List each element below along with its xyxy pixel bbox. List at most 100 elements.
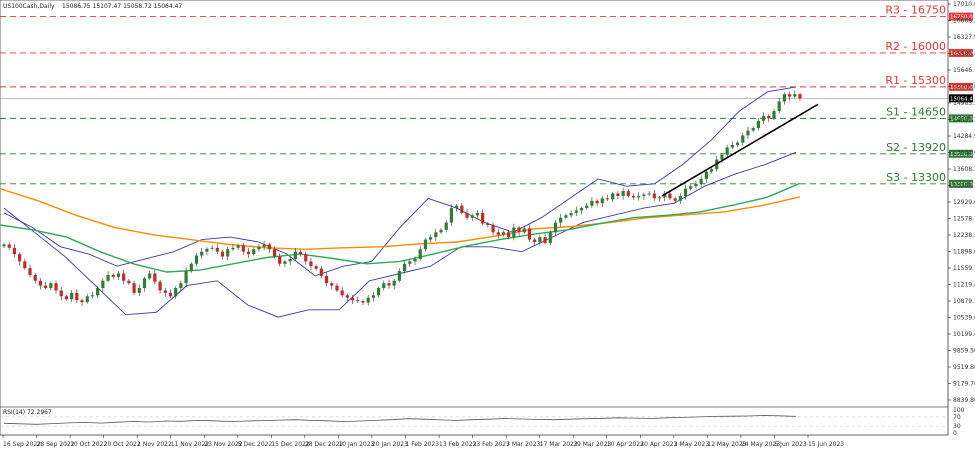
- candle-bullish: [751, 128, 755, 131]
- candle-bullish: [741, 135, 745, 143]
- candle-bearish: [38, 280, 43, 286]
- candles-layer: [2, 90, 819, 306]
- y-tick-label: 14625.20: [953, 117, 975, 124]
- rsi-tick-label: 100: [953, 407, 965, 414]
- level-label: S3 - 13300: [886, 171, 946, 184]
- candle-bearish: [168, 292, 173, 297]
- current-price-tag: [949, 94, 973, 103]
- candle-bearish: [246, 251, 251, 255]
- candle-bearish: [127, 280, 131, 284]
- candle-bullish: [704, 171, 708, 179]
- candle-bullish: [449, 208, 454, 223]
- candle-bullish: [730, 145, 734, 148]
- x-tick-label: 24 May 2023: [741, 441, 780, 448]
- candle-bullish: [116, 273, 121, 277]
- candle-bullish: [262, 244, 266, 247]
- candle-bullish: [434, 232, 438, 238]
- candle-bullish: [392, 280, 396, 286]
- candle-bearish: [215, 247, 219, 252]
- candle-bullish: [501, 232, 506, 235]
- candle-bullish: [548, 232, 552, 243]
- candle-bullish: [647, 193, 651, 195]
- candle-bullish: [772, 111, 776, 119]
- y-axis: 17010.00 16668.20 16327.90 15986.40 15646.10…: [948, 1, 975, 404]
- x-tick-label: 1 Nov 2022: [137, 441, 172, 448]
- candle-bullish: [184, 271, 188, 284]
- candle-bearish: [153, 273, 157, 282]
- candle-bullish: [366, 297, 370, 303]
- candle-bullish: [423, 239, 428, 250]
- candle-bearish: [356, 300, 360, 302]
- candle-bullish: [231, 247, 235, 250]
- candle-bullish: [179, 283, 183, 289]
- x-tick-label: 20 Oct 2022: [104, 441, 141, 448]
- level-label: R3 - 16750: [885, 4, 946, 17]
- x-tick-label: 1 Feb 2023: [406, 441, 440, 448]
- candle-bullish: [735, 142, 740, 146]
- candle-bearish: [28, 268, 32, 275]
- candle-bullish: [49, 283, 53, 289]
- candle-bearish: [111, 274, 115, 277]
- rsi-tick-label: 30: [953, 423, 961, 430]
- candle-bullish: [439, 229, 443, 233]
- candle-bearish: [158, 281, 162, 291]
- candle-bearish: [278, 256, 282, 264]
- candle-bullish: [429, 237, 433, 240]
- candle-bullish: [382, 283, 386, 289]
- candle-bullish: [2, 244, 6, 247]
- candle-bullish: [137, 288, 141, 293]
- candle-bullish: [455, 205, 459, 209]
- candle-bearish: [616, 193, 620, 196]
- y-tick-label: 16327.90: [953, 34, 975, 41]
- y-tick-label: 12238.30: [953, 232, 975, 239]
- level-price-tag-text: 13300.00: [950, 182, 975, 188]
- candle-bearish: [626, 191, 630, 196]
- x-tick-label: 23 Nov 2022: [204, 441, 243, 448]
- moving-average-slow: [0, 188, 801, 251]
- y-tick-label: 8839.80: [953, 397, 975, 404]
- candle-bearish: [486, 223, 490, 226]
- candle-bearish: [668, 193, 672, 199]
- y-tick-label: 9179.70: [953, 381, 975, 388]
- y-tick-label: 15646.10: [953, 67, 975, 74]
- candle-bearish: [460, 205, 464, 213]
- candle-bullish: [793, 94, 797, 97]
- candle-bullish: [522, 228, 526, 233]
- candle-bullish: [90, 295, 95, 297]
- candle-bullish: [101, 280, 105, 289]
- candle-bullish: [371, 295, 375, 298]
- level-price-tag-text: 13920.00: [950, 152, 975, 158]
- x-tick-label: 7 Mar 2023: [506, 441, 540, 448]
- x-tick-label: 20 Apr 2023: [640, 441, 677, 448]
- candle-bearish: [533, 239, 537, 242]
- x-tick-label: 13 Feb 2023: [439, 441, 477, 448]
- level-price-tag: [949, 149, 973, 158]
- candle-bearish: [272, 249, 277, 257]
- y-tick-label: 16668.20: [953, 18, 975, 25]
- candle-bearish: [54, 283, 58, 291]
- level-price-tag: [949, 114, 973, 123]
- candle-bullish: [694, 183, 698, 187]
- y-tick-label: 12578.70: [953, 216, 975, 223]
- level-label: S2 - 13920: [886, 141, 946, 154]
- y-tick-label: 14965.50: [953, 100, 975, 107]
- candle-bullish: [637, 195, 641, 198]
- candle-bullish: [642, 194, 646, 196]
- candle-bearish: [314, 266, 318, 269]
- candle-bullish: [782, 94, 786, 102]
- candle-bullish: [226, 249, 230, 257]
- candle-bullish: [376, 288, 381, 296]
- rsi-line: [3, 415, 797, 425]
- candle-bullish: [252, 249, 256, 255]
- chart-ohlc-label: 15086.75 15107.47 15058.72 15064.47: [62, 3, 182, 10]
- current-price-tag-text: 15064.47: [950, 96, 975, 102]
- x-tick-label: 11 Nov 2022: [171, 441, 210, 448]
- x-tick-label: 20 Jan 2023: [372, 441, 408, 448]
- candle-bullish: [148, 273, 152, 279]
- level-label: R2 - 16000: [885, 40, 946, 53]
- candle-bullish: [777, 101, 781, 112]
- candle-bearish: [18, 254, 22, 262]
- x-tick-label: 10 Jan 2023: [338, 441, 374, 448]
- candle-bearish: [23, 261, 27, 269]
- candle-bullish: [413, 258, 417, 262]
